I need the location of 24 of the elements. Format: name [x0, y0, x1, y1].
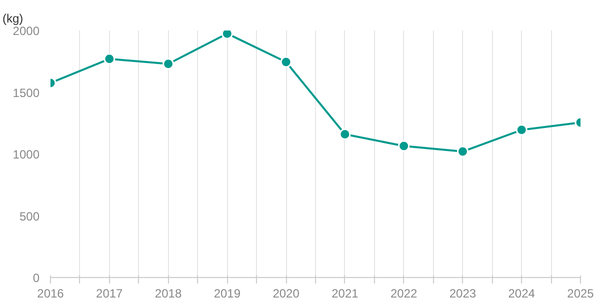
- point: [104, 53, 116, 65]
- x-tick-label: 2023: [449, 286, 476, 300]
- x-tick-label: 2018: [154, 286, 182, 300]
- y-tick-label: 2000: [12, 24, 40, 38]
- point: [339, 128, 351, 140]
- x-tick-label: 2017: [96, 286, 124, 300]
- y-tick-label: 500: [19, 209, 40, 224]
- point: [456, 146, 468, 158]
- point: [516, 124, 528, 136]
- point: [280, 56, 292, 68]
- x-tick-label: 2020: [272, 286, 300, 300]
- y-tick-label: 1500: [12, 86, 40, 100]
- point: [398, 140, 410, 152]
- y-tick-label: 1000: [12, 148, 40, 162]
- point: [162, 58, 174, 70]
- y-axis-title: (kg): [2, 12, 24, 26]
- point: [221, 30, 233, 40]
- x-tick-label: 2016: [37, 286, 64, 300]
- x-tick-label: 2022: [390, 286, 418, 300]
- x-tick-label: 2021: [332, 286, 359, 300]
- y-tick-label: 0: [32, 271, 40, 285]
- x-tick-label: 2024: [508, 286, 536, 300]
- x-tick-label: 2019: [214, 286, 241, 300]
- x-tick-label: 2025: [567, 286, 594, 300]
